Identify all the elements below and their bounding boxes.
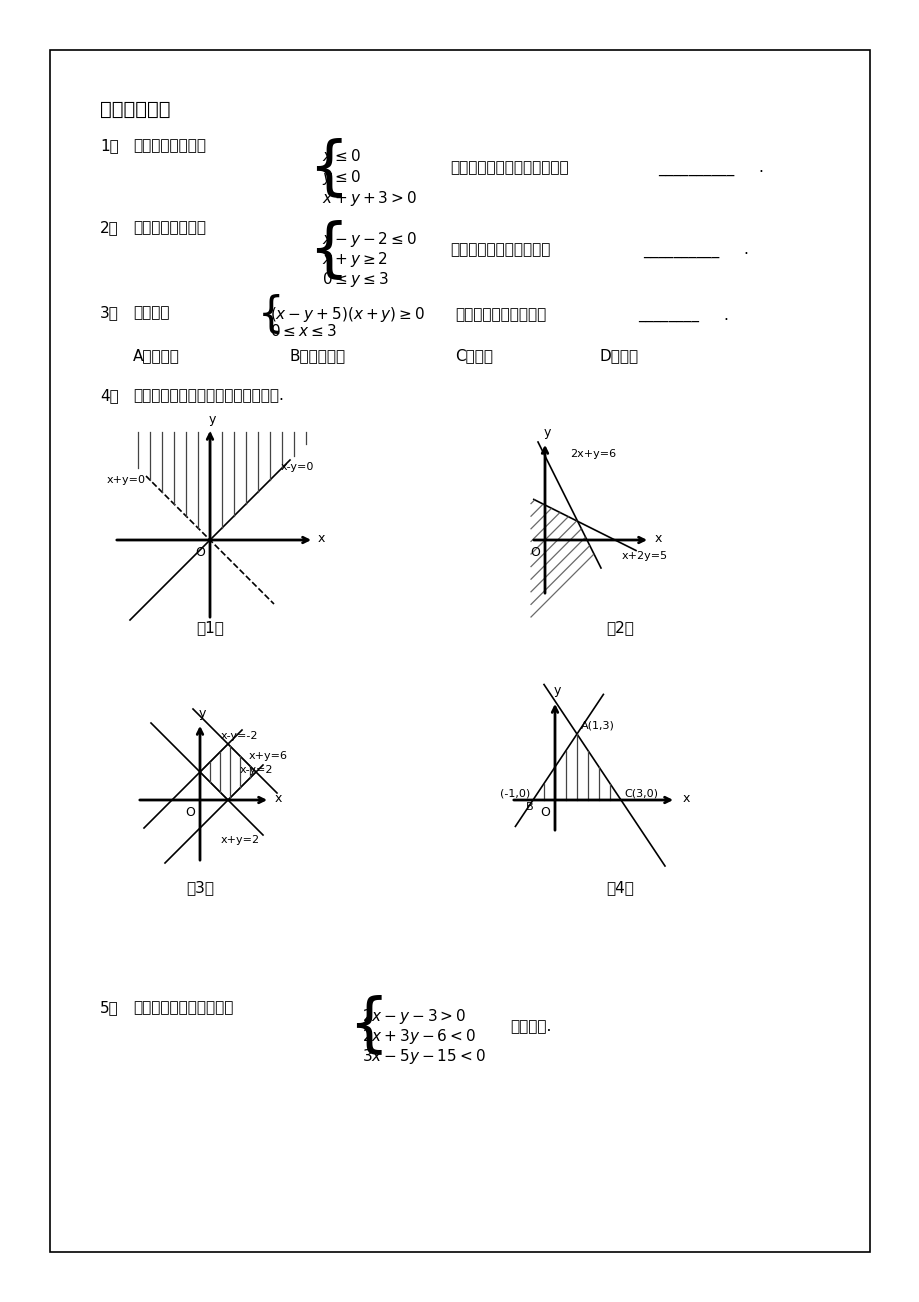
Text: x: x: [274, 792, 281, 805]
Text: O: O: [529, 546, 539, 559]
Text: $x\leq 0$: $x\leq 0$: [322, 148, 360, 164]
Text: 不等式组: 不等式组: [133, 305, 169, 320]
Text: .: .: [722, 307, 727, 323]
Text: 3．: 3．: [100, 305, 119, 320]
Text: C．梯形: C．梯形: [455, 348, 493, 363]
Text: y: y: [552, 684, 560, 697]
Text: 4．: 4．: [100, 388, 119, 404]
Text: x: x: [682, 792, 689, 805]
Text: O: O: [539, 806, 550, 819]
Text: 2x+y=6: 2x+y=6: [570, 449, 616, 458]
Text: $3x-5y-15<0$: $3x-5y-15<0$: [361, 1047, 485, 1066]
Text: （4）: （4）: [606, 880, 633, 894]
Text: B．直角梯形: B．直角梯形: [289, 348, 346, 363]
Text: 【课后巩固】: 【课后巩固】: [100, 100, 170, 118]
Text: 表示的平面区域是一个: 表示的平面区域是一个: [455, 307, 546, 323]
Text: $x-y-2\leq 0$: $x-y-2\leq 0$: [322, 230, 416, 249]
Text: {: {: [347, 993, 388, 1056]
Text: 的整数解.: 的整数解.: [509, 1019, 550, 1035]
Text: {: {: [257, 294, 284, 336]
Text: x+y=0: x+y=0: [107, 475, 146, 486]
Bar: [50, 49, 869, 1253]
Text: 二元一次不等式组: 二元一次不等式组: [133, 220, 206, 234]
Text: （3）: （3）: [186, 880, 214, 894]
Text: __________: __________: [657, 160, 733, 176]
Text: 利用平面区域求不等式组: 利用平面区域求不等式组: [133, 1000, 233, 1016]
Text: $2x+3y-6<0$: $2x+3y-6<0$: [361, 1027, 475, 1046]
Text: D．矩形: D．矩形: [599, 348, 639, 363]
Text: A．三角形: A．三角形: [133, 348, 180, 363]
Text: 用不等式组表示下列各图中阴影区域.: 用不等式组表示下列各图中阴影区域.: [133, 388, 284, 404]
Text: y: y: [208, 414, 215, 426]
Text: __________: __________: [642, 242, 719, 258]
Text: $y\leq 0$: $y\leq 0$: [322, 168, 360, 187]
Text: y: y: [543, 426, 550, 439]
Text: 1．: 1．: [100, 138, 119, 154]
Text: x-y=0: x-y=0: [280, 462, 313, 473]
Text: .: .: [757, 160, 762, 176]
Text: C(3,0): C(3,0): [623, 789, 657, 798]
Text: x+2y=5: x+2y=5: [621, 551, 667, 561]
Text: x+y=6: x+y=6: [249, 751, 288, 760]
Text: O: O: [185, 806, 195, 819]
Text: O: O: [195, 546, 205, 559]
Text: （2）: （2）: [606, 620, 633, 635]
Text: $(x-y+5)(x+y)\geq 0$: $(x-y+5)(x+y)\geq 0$: [269, 305, 425, 324]
Text: B: B: [526, 802, 533, 812]
Text: (-1,0): (-1,0): [499, 789, 529, 798]
Text: y: y: [199, 707, 206, 720]
Text: （1）: （1）: [196, 620, 223, 635]
Text: {: {: [308, 137, 348, 199]
Text: 二元一次不等式组: 二元一次不等式组: [133, 138, 206, 154]
Text: A(1,3): A(1,3): [581, 720, 614, 730]
Text: ________: ________: [637, 307, 698, 323]
Text: $2x-y-3>0$: $2x-y-3>0$: [361, 1006, 466, 1026]
Text: $x+y+3>0$: $x+y+3>0$: [322, 189, 416, 208]
Text: x-y=2: x-y=2: [239, 764, 272, 775]
Text: 5．: 5．: [100, 1000, 119, 1016]
Text: x+y=2: x+y=2: [221, 835, 260, 845]
Text: $x+y\geq 2$: $x+y\geq 2$: [322, 250, 388, 270]
Text: $0\leq x\leq 3$: $0\leq x\leq 3$: [269, 323, 336, 339]
Text: $0\leq y\leq 3$: $0\leq y\leq 3$: [322, 270, 388, 289]
Text: {: {: [308, 219, 348, 281]
Text: x: x: [653, 531, 661, 544]
Text: 表示的平面区域内整点坐标为: 表示的平面区域内整点坐标为: [449, 160, 568, 176]
Text: x: x: [318, 531, 325, 544]
Text: .: .: [743, 242, 747, 258]
Text: x-y=-2: x-y=-2: [221, 732, 258, 741]
Text: 2．: 2．: [100, 220, 119, 234]
Text: 表示的平面区域的面积为: 表示的平面区域的面积为: [449, 242, 550, 258]
